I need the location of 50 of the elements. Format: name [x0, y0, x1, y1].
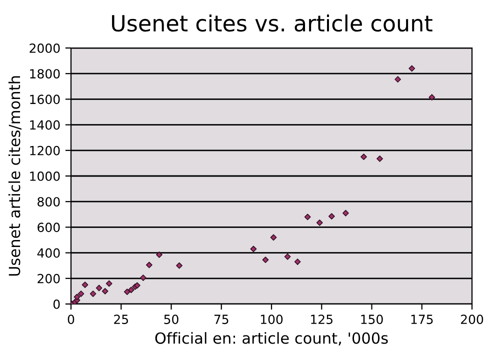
point	[90, 290, 96, 297]
x-tick-label: 25	[114, 314, 128, 324]
point	[146, 262, 152, 268]
y-tick-label: 2000	[30, 43, 60, 53]
point	[82, 282, 88, 288]
y-tick-label: 1200	[30, 146, 60, 156]
chart-title: Usenet cites vs. article count	[112, 14, 432, 32]
point	[78, 290, 84, 297]
y-axis-title: Usenet article cites/month	[8, 76, 22, 276]
point	[74, 294, 80, 300]
y-tick-label: 800	[38, 197, 60, 207]
point	[106, 280, 112, 287]
point	[394, 76, 402, 83]
x-tick-label: 100	[260, 314, 283, 324]
point	[262, 256, 269, 264]
x-tick-label: 125	[311, 314, 332, 324]
point	[140, 274, 146, 281]
point	[316, 220, 323, 226]
x-tick-label: 0	[68, 314, 74, 324]
y-tick-label: 200	[38, 274, 60, 284]
point	[102, 288, 108, 294]
y-tick-label: 400	[37, 248, 60, 258]
point	[304, 214, 311, 220]
point	[270, 234, 277, 241]
point	[408, 65, 416, 72]
x-tick-label: 175	[411, 314, 433, 324]
y-tick-label: 1800	[30, 69, 60, 79]
point	[124, 288, 130, 296]
x-axis-title: Official en: article count, '000s	[155, 332, 388, 346]
point	[156, 252, 162, 258]
point	[294, 258, 301, 265]
point	[360, 154, 367, 160]
y-tick-label: 1600	[30, 94, 60, 104]
point	[428, 94, 436, 100]
point	[176, 262, 182, 269]
x-tick-label: 50	[164, 314, 178, 324]
x-tick-label: 200	[460, 314, 484, 324]
y-tick-label: 1000	[30, 171, 60, 181]
y-tick-label: 1400	[30, 120, 60, 130]
x-tick-label: 75	[214, 314, 228, 324]
point	[328, 213, 335, 220]
point	[376, 156, 383, 162]
point	[128, 286, 134, 294]
x-tick-label: 150	[361, 314, 383, 324]
point	[250, 246, 257, 252]
y-tick-label: 0	[53, 299, 60, 309]
point	[342, 210, 349, 216]
y-tick-label: 600	[38, 222, 60, 232]
point	[96, 284, 102, 292]
point	[284, 253, 291, 260]
